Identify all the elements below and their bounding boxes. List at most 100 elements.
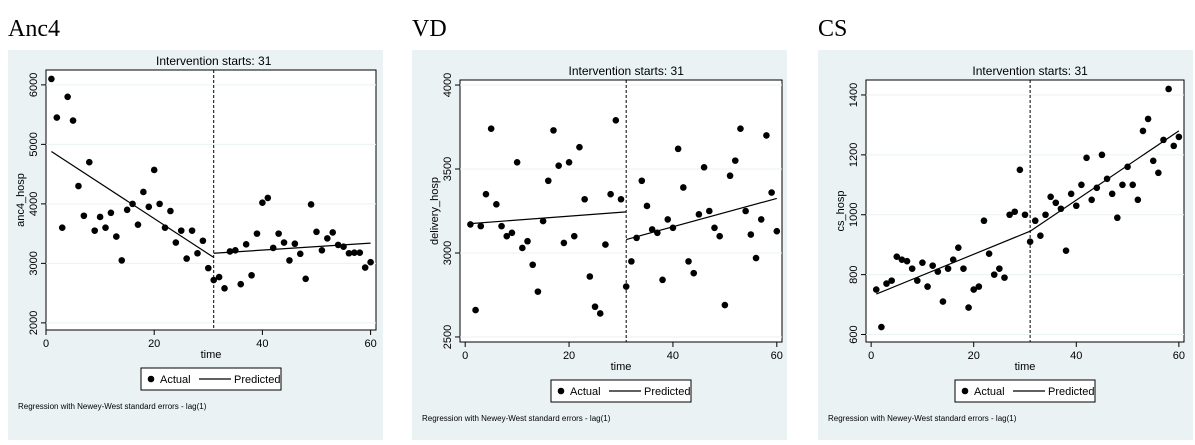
- y-tick-label: 4000: [28, 192, 40, 216]
- actual-point: [361, 264, 369, 271]
- actual-point: [1047, 193, 1054, 201]
- actual-point: [1083, 154, 1090, 162]
- predicted-line: [626, 197, 777, 241]
- y-tick-label: 6000: [28, 73, 40, 97]
- actual-point: [1170, 142, 1178, 150]
- actual-point: [53, 114, 61, 121]
- y-tick-label: 3000: [28, 251, 40, 275]
- predicted-line: [1029, 130, 1180, 232]
- actual-point: [560, 239, 568, 247]
- actual-point: [1175, 133, 1183, 141]
- actual-point: [763, 132, 770, 139]
- y-tick-label: 3500: [442, 157, 454, 181]
- chart-panel-anc4: 2000 3000 4000 5000 6000 0 20 40 60 time anc4_hosp…: [8, 50, 383, 440]
- actual-point: [113, 233, 120, 240]
- actual-point: [69, 117, 77, 124]
- actual-point: [161, 224, 169, 231]
- actual-point: [204, 264, 212, 272]
- actual-point: [908, 265, 916, 272]
- actual-point: [752, 254, 760, 262]
- actual-point: [318, 246, 326, 254]
- legend-marker-actual: [557, 387, 565, 395]
- chart-note: Regression with Newey-West standard erro…: [828, 414, 1017, 423]
- actual-point: [1165, 85, 1172, 93]
- actual-point: [878, 323, 885, 331]
- x-axis-label: time: [1015, 361, 1036, 373]
- actual-point: [633, 234, 640, 242]
- y-axis-label: anc4_hosp: [15, 173, 27, 227]
- actual-point: [716, 232, 723, 240]
- actual-point: [622, 283, 630, 290]
- x-tick-label: 20: [563, 350, 575, 362]
- actual-point: [96, 213, 104, 221]
- actual-point: [1155, 169, 1162, 177]
- x-tick-label: 60: [1173, 350, 1185, 362]
- actual-point: [664, 216, 672, 223]
- panel-title-vd: VD: [412, 16, 447, 42]
- actual-point: [140, 188, 147, 196]
- actual-point: [302, 275, 309, 283]
- actual-point: [985, 250, 993, 257]
- actual-point: [183, 255, 190, 262]
- chart-vd: 2500 3000 3500 4000 0 20 40 60 time delivery_hosp…: [422, 64, 783, 423]
- actual-point: [313, 228, 320, 236]
- actual-point: [990, 271, 998, 278]
- actual-point: [924, 283, 931, 290]
- actual-point: [280, 239, 288, 246]
- actual-point: [747, 231, 755, 238]
- y-axis-label: delivery_hosp: [429, 177, 441, 245]
- actual-point: [1160, 136, 1167, 144]
- actual-point: [674, 145, 682, 153]
- actual-point: [970, 286, 978, 293]
- actual-point: [872, 286, 880, 293]
- actual-point: [519, 244, 526, 252]
- chart-anc4: 2000 3000 4000 5000 6000 0 20 40 60 time anc4_hosp…: [15, 54, 377, 411]
- x-tick-label: 40: [667, 350, 679, 362]
- actual-point: [177, 227, 185, 234]
- actual-point: [237, 280, 245, 288]
- actual-point: [248, 271, 255, 279]
- actual-point: [487, 125, 495, 133]
- actual-point: [85, 158, 93, 166]
- panel-title-cs: CS: [818, 16, 848, 42]
- actual-point: [150, 166, 158, 174]
- actual-point: [628, 258, 635, 265]
- actual-point: [773, 227, 781, 235]
- actual-point: [1067, 190, 1075, 198]
- actual-point: [1006, 211, 1013, 219]
- actual-point: [960, 265, 967, 272]
- actual-point: [508, 229, 516, 237]
- actual-point: [102, 224, 109, 231]
- actual-point: [58, 224, 66, 231]
- actual-point: [659, 276, 666, 284]
- actual-point: [576, 143, 583, 151]
- actual-point: [482, 190, 490, 198]
- actual-point: [996, 265, 1003, 272]
- actual-point: [726, 172, 734, 180]
- chart-note: Regression with Newey-West standard erro…: [422, 414, 611, 423]
- legend-label-actual: Actual: [974, 386, 1005, 398]
- actual-point: [955, 244, 962, 251]
- actual-point: [680, 184, 687, 191]
- actual-point: [1078, 181, 1085, 189]
- actual-point: [1134, 196, 1142, 204]
- actual-point: [145, 203, 153, 211]
- actual-point: [1011, 208, 1019, 216]
- actual-point: [367, 258, 374, 266]
- actual-point: [107, 209, 115, 217]
- x-tick-label: 20: [968, 350, 980, 362]
- legend-label-actual: Actual: [570, 386, 601, 398]
- actual-point: [648, 226, 656, 233]
- actual-point: [638, 177, 646, 185]
- actual-point: [757, 216, 765, 223]
- actual-point: [700, 164, 708, 171]
- actual-point: [1129, 181, 1137, 189]
- actual-point: [64, 93, 71, 101]
- actual-point: [1103, 175, 1111, 183]
- chart-note: Regression with Newey-West standard erro…: [18, 402, 207, 411]
- actual-point: [329, 229, 337, 236]
- y-tick-label: 1200: [848, 143, 860, 167]
- actual-point: [669, 224, 677, 232]
- actual-point: [695, 211, 703, 218]
- chart-panel-vd: 2500 3000 3500 4000 0 20 40 60 time delivery_hosp…: [412, 50, 787, 440]
